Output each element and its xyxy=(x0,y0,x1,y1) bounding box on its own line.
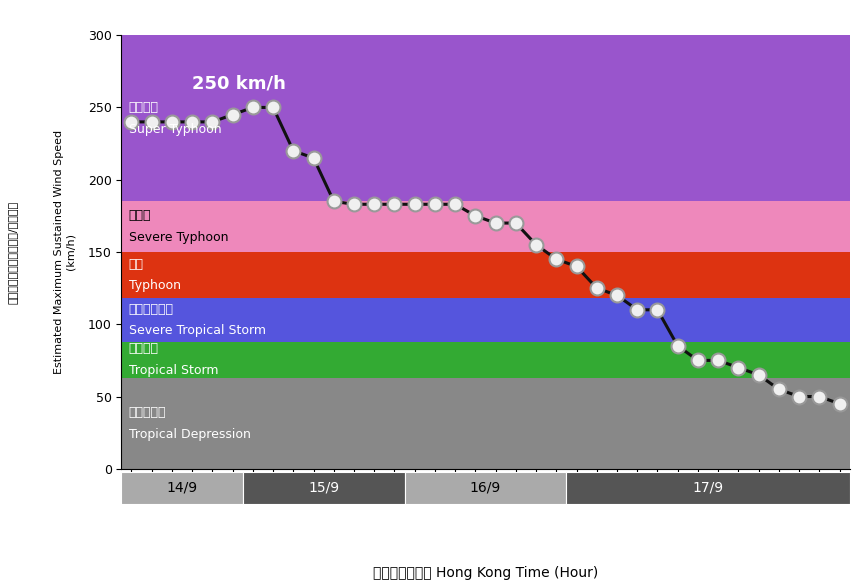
Point xyxy=(570,262,583,271)
Point xyxy=(711,356,725,365)
Text: Estimated Maximum Sustained Wind Speed
(km/h): Estimated Maximum Sustained Wind Speed (… xyxy=(55,130,75,374)
Point xyxy=(448,200,462,209)
Point xyxy=(650,305,664,315)
Point xyxy=(529,240,543,250)
Point xyxy=(691,356,705,365)
Point xyxy=(732,363,746,372)
Point xyxy=(266,103,280,112)
Point xyxy=(772,384,786,394)
Text: 強颶風: 強颶風 xyxy=(128,209,151,222)
Text: Super Typhoon: Super Typhoon xyxy=(128,122,221,135)
Point xyxy=(145,117,159,127)
Point xyxy=(347,200,361,209)
Point xyxy=(509,219,523,228)
Bar xyxy=(121,202,850,252)
Text: 香港時間（時） Hong Kong Time (Hour): 香港時間（時） Hong Kong Time (Hour) xyxy=(373,566,598,580)
Point xyxy=(407,200,421,209)
Bar xyxy=(243,472,405,504)
Bar xyxy=(121,252,850,298)
Point xyxy=(307,154,321,163)
Text: 強烈熱帶風暴: 強烈熱帶風暴 xyxy=(128,302,173,316)
Point xyxy=(752,370,766,380)
Point xyxy=(327,197,341,206)
Text: 17/9: 17/9 xyxy=(693,481,724,495)
Bar xyxy=(566,472,850,504)
Point xyxy=(489,219,503,228)
Point xyxy=(165,117,179,127)
Point xyxy=(671,341,685,350)
Text: 颶風: 颶風 xyxy=(128,258,144,271)
Text: Severe Typhoon: Severe Typhoon xyxy=(128,231,228,244)
Text: 15/9: 15/9 xyxy=(308,481,339,495)
Text: 熱帶低氣壓: 熱帶低氣壓 xyxy=(128,406,166,419)
Point xyxy=(225,110,239,120)
Point xyxy=(428,200,442,209)
Bar xyxy=(121,342,850,378)
Text: 熱帶風暴: 熱帶風暴 xyxy=(128,342,159,355)
Point xyxy=(590,284,603,293)
Bar xyxy=(121,472,243,504)
Point xyxy=(388,200,401,209)
Text: Typhoon: Typhoon xyxy=(128,280,180,292)
Text: Tropical Storm: Tropical Storm xyxy=(128,364,218,377)
Point xyxy=(792,392,806,401)
Text: 估計最高持續風速（公里/每小時）: 估計最高持續風速（公里/每小時） xyxy=(8,200,18,304)
Point xyxy=(630,305,644,315)
Point xyxy=(610,291,624,300)
Text: 超強颶風: 超強颶風 xyxy=(128,101,159,114)
Bar xyxy=(121,35,850,202)
Point xyxy=(125,117,139,127)
Text: 250 km/h: 250 km/h xyxy=(192,74,286,93)
Bar xyxy=(121,378,850,469)
Bar xyxy=(405,472,566,504)
Text: 16/9: 16/9 xyxy=(470,481,501,495)
Point xyxy=(286,146,300,155)
Point xyxy=(205,117,219,127)
Bar xyxy=(121,298,850,342)
Point xyxy=(468,211,482,220)
Point xyxy=(832,399,846,408)
Point xyxy=(368,200,381,209)
Point xyxy=(550,254,564,264)
Point xyxy=(812,392,826,401)
Text: 14/9: 14/9 xyxy=(166,481,198,495)
Point xyxy=(186,117,199,127)
Text: Tropical Depression: Tropical Depression xyxy=(128,428,251,441)
Text: Severe Tropical Storm: Severe Tropical Storm xyxy=(128,324,265,338)
Point xyxy=(246,103,260,112)
